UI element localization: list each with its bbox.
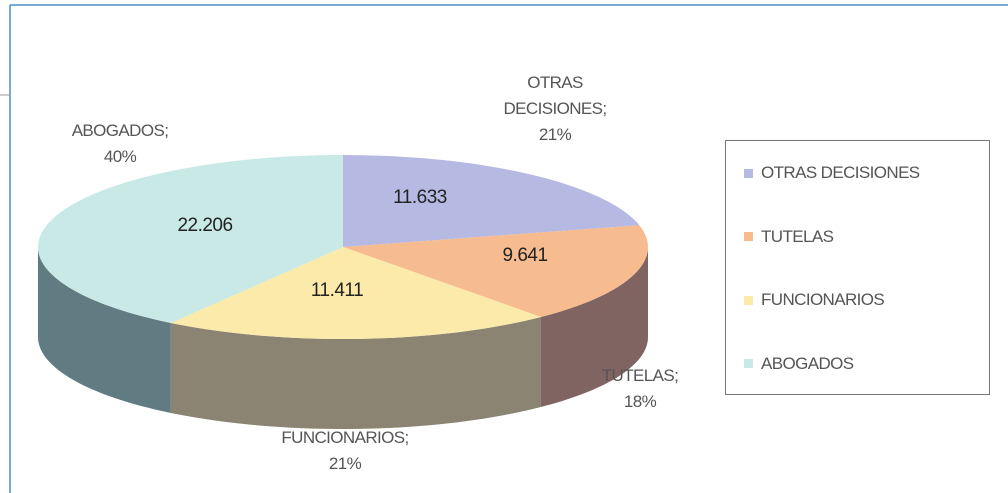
slice-side: [38, 247, 171, 413]
slice-percent: 21%: [538, 125, 572, 144]
slice-name: ABOGADOS;: [71, 121, 169, 140]
slice-label: OTRAS DECISIONES; 21%: [480, 70, 630, 148]
slice-side: [540, 247, 648, 407]
legend-item: TUTELAS: [744, 226, 834, 247]
legend-swatch: [744, 295, 753, 305]
legend-item: OTRAS DECISIONES: [744, 163, 920, 183]
value-label: 11.633: [393, 187, 447, 208]
value-label: 11.411: [311, 280, 363, 301]
slice-percent: 40%: [103, 147, 137, 166]
slice-name: FUNCIONARIOS;: [281, 428, 409, 447]
legend-swatch: [744, 359, 753, 368]
legend-label: FUNCIONARIOS: [761, 290, 885, 309]
slice: [343, 155, 640, 247]
slice-name: OTRAS DECISIONES;: [503, 73, 608, 118]
legend-item: FUNCIONARIOS: [744, 290, 885, 310]
legend-swatch: [744, 168, 753, 178]
slice-label: ABOGADOS; 40%: [50, 118, 190, 170]
slice: [343, 225, 648, 317]
legend-item: ABOGADOS: [744, 354, 854, 374]
slice-side: [170, 316, 541, 429]
value-label: 22.206: [177, 215, 232, 236]
slice-label: TUTELAS; 18%: [580, 363, 700, 415]
legend: OTRAS DECISIONES TUTELAS FUNCIONARIOS ABOGA…: [725, 140, 990, 395]
slice-name: TUTELAS;: [601, 366, 679, 385]
legend-swatch: [744, 232, 753, 241]
legend-label: TUTELAS: [761, 226, 834, 246]
slice-label: FUNCIONARIOS; 21%: [245, 425, 445, 477]
legend-label: OTRAS DECISIONES: [761, 163, 920, 182]
slice: [38, 155, 343, 323]
slice-percent: 18%: [623, 392, 657, 411]
value-label: 9.641: [502, 245, 547, 266]
legend-label: ABOGADOS: [761, 353, 854, 373]
slice-percent: 21%: [328, 454, 362, 473]
slice: [170, 247, 541, 339]
